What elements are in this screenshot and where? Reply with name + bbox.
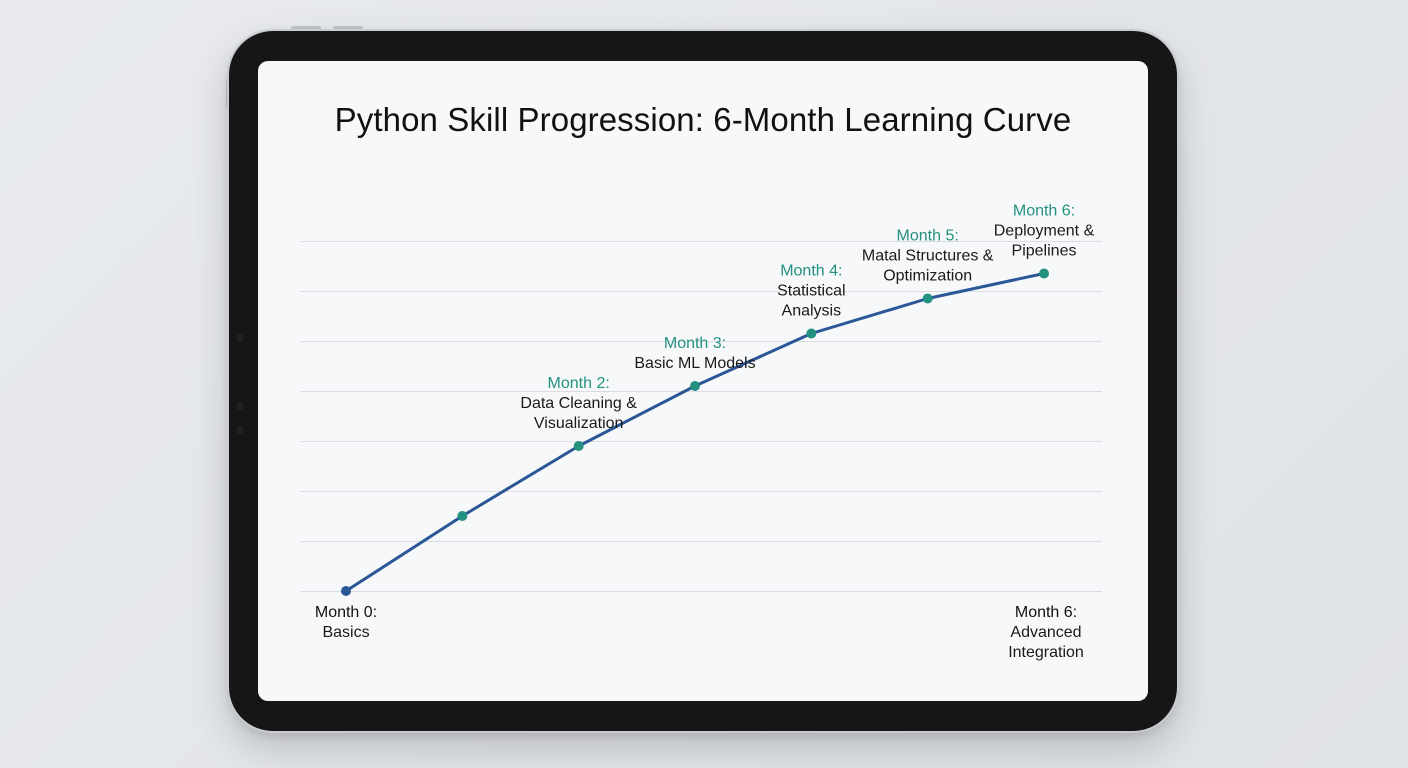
axis-label-end-month: Month 6:	[1015, 604, 1077, 621]
data-point	[1039, 268, 1049, 279]
point-label-desc: Matal Structures &	[862, 248, 994, 265]
point-label-desc: Visualization	[534, 415, 624, 432]
point-label-month: Month 3:	[664, 335, 726, 352]
point-label-month: Month 5:	[897, 228, 959, 245]
axis-label-end-desc: Advanced	[1010, 624, 1081, 641]
camera-sensor-2	[236, 402, 244, 410]
data-point	[341, 586, 351, 596]
point-label-desc: Data Cleaning &	[520, 395, 637, 412]
data-point	[573, 441, 584, 451]
series-line	[344, 272, 1046, 593]
point-label-desc: Deployment &	[994, 223, 1095, 240]
point-label-month: Month 6:	[1013, 203, 1075, 220]
data-point	[457, 511, 468, 521]
camera-sensor-3	[236, 426, 244, 434]
tablet-screen: Python Skill Progression: 6-Month Learni…	[258, 61, 1148, 701]
point-label-desc: Pipelines	[1012, 243, 1077, 260]
chart-title: Python Skill Progression: 6-Month Learni…	[334, 101, 1072, 138]
axis-label-start-month: Month 0:	[315, 604, 377, 621]
data-point	[690, 381, 700, 391]
point-label-month: Month 2:	[548, 375, 610, 392]
camera-sensor-1	[236, 334, 244, 342]
point-label-desc: Analysis	[782, 303, 842, 320]
point-label-desc: Statistical	[777, 283, 845, 300]
line-chart: Month 2: Data Cleaning & Visualization Mont…	[300, 203, 1102, 661]
side-button	[226, 80, 230, 108]
axis-label-end-desc: Integration	[1008, 644, 1084, 661]
volume-button-top-1	[291, 26, 321, 30]
point-label-month: Month 4:	[780, 263, 842, 280]
data-point	[922, 293, 933, 304]
volume-button-top-2	[333, 26, 363, 30]
data-point	[806, 328, 817, 339]
axis-label-start-desc: Basics	[322, 624, 369, 641]
point-label-desc: Optimization	[883, 268, 972, 285]
point-label-desc: Basic ML Models	[634, 355, 755, 372]
